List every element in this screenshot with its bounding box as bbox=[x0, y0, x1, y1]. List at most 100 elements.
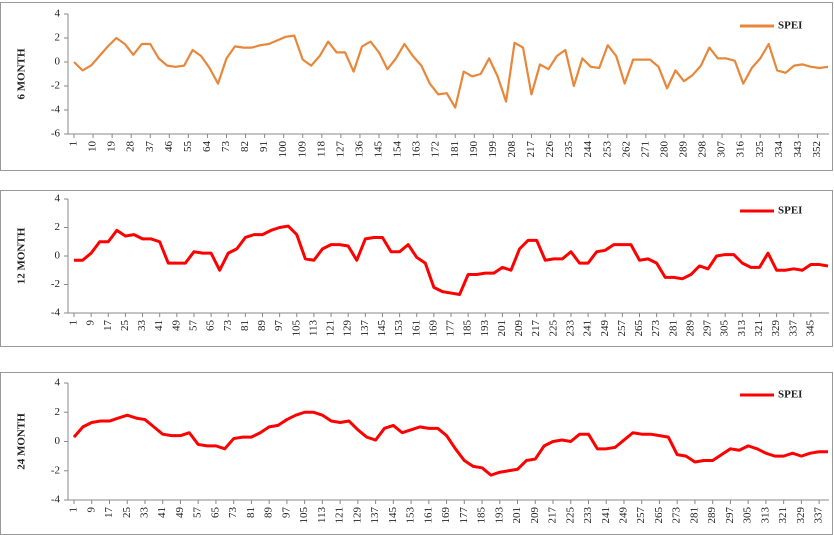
y-tick-label: 4 bbox=[55, 377, 61, 389]
x-tick-label: 105 bbox=[290, 320, 302, 337]
y-tick-label: -2 bbox=[51, 278, 60, 290]
y-tick-label: 0 bbox=[55, 435, 61, 447]
x-tick-label: 329 bbox=[795, 507, 807, 524]
x-tick-label: 89 bbox=[263, 507, 275, 519]
x-tick-label: 209 bbox=[529, 507, 541, 524]
x-tick-label: 97 bbox=[273, 320, 285, 332]
x-tick-label: 73 bbox=[220, 141, 232, 153]
x-tick-label: 73 bbox=[222, 320, 234, 332]
x-tick-label: 145 bbox=[373, 141, 385, 158]
x-tick-label: 153 bbox=[393, 320, 405, 337]
x-tick-label: 217 bbox=[530, 320, 542, 337]
y-tick-label: -6 bbox=[51, 128, 61, 140]
x-tick-label: 55 bbox=[182, 141, 194, 153]
x-tick-label: 249 bbox=[599, 320, 611, 337]
x-tick-label: 19 bbox=[106, 141, 118, 153]
x-tick-label: 100 bbox=[277, 141, 289, 158]
x-tick-label: 41 bbox=[156, 507, 168, 518]
x-tick-label: 217 bbox=[525, 141, 537, 158]
x-tick-label: 273 bbox=[671, 507, 683, 524]
x-tick-label: 81 bbox=[239, 320, 251, 331]
x-tick-label: 89 bbox=[256, 320, 268, 332]
x-tick-label: 217 bbox=[547, 507, 559, 524]
x-tick-label: 73 bbox=[227, 507, 239, 519]
x-tick-label: 153 bbox=[405, 507, 417, 524]
x-tick-label: 41 bbox=[153, 320, 165, 331]
panel-frame bbox=[0, 2, 833, 171]
x-tick-label: 235 bbox=[563, 141, 575, 158]
legend-label: SPEI bbox=[778, 389, 802, 401]
x-tick-label: 163 bbox=[411, 141, 423, 158]
x-tick-label: 121 bbox=[325, 320, 337, 337]
x-tick-label: 329 bbox=[770, 320, 782, 337]
x-tick-label: 262 bbox=[620, 141, 632, 158]
x-tick-label: 65 bbox=[209, 507, 221, 519]
x-tick-label: 289 bbox=[706, 507, 718, 524]
x-tick-label: 64 bbox=[201, 141, 213, 153]
x-tick-label: 241 bbox=[600, 507, 612, 524]
x-tick-label: 201 bbox=[511, 507, 523, 524]
x-tick-label: 169 bbox=[440, 507, 452, 524]
x-tick-label: 325 bbox=[754, 141, 766, 158]
x-tick-label: 118 bbox=[315, 141, 327, 158]
x-tick-label: 33 bbox=[136, 320, 148, 332]
x-tick-label: 249 bbox=[618, 507, 630, 524]
data-line bbox=[72, 410, 828, 477]
x-tick-label: 208 bbox=[506, 141, 518, 158]
x-tick-label: 145 bbox=[376, 320, 388, 337]
y-tick-label: 0 bbox=[55, 250, 61, 262]
y-tick-label: -4 bbox=[51, 307, 61, 319]
x-tick-label: 91 bbox=[258, 141, 270, 152]
data-line bbox=[74, 224, 829, 296]
x-tick-label: 177 bbox=[445, 320, 457, 337]
x-tick-label: 281 bbox=[667, 320, 679, 337]
legend-label: SPEI bbox=[778, 205, 802, 217]
data-line bbox=[73, 34, 829, 109]
x-tick-label: 201 bbox=[496, 320, 508, 337]
x-tick-label: 25 bbox=[119, 320, 131, 332]
x-tick-label: 321 bbox=[753, 320, 765, 337]
x-tick-label: 10 bbox=[87, 141, 99, 153]
x-tick-label: 57 bbox=[192, 507, 204, 519]
x-tick-label: 185 bbox=[476, 507, 488, 524]
x-tick-label: 17 bbox=[102, 320, 114, 332]
x-tick-label: 82 bbox=[239, 141, 251, 152]
x-tick-label: 105 bbox=[298, 507, 310, 524]
x-tick-label: 190 bbox=[468, 141, 480, 158]
y-tick-label: -4 bbox=[51, 494, 61, 506]
x-tick-label: 169 bbox=[427, 320, 439, 337]
x-tick-label: 257 bbox=[635, 507, 647, 524]
x-tick-label: 137 bbox=[359, 320, 371, 337]
x-tick-label: 193 bbox=[493, 507, 505, 524]
x-tick-label: 307 bbox=[716, 141, 728, 158]
y-tick-label: 4 bbox=[55, 8, 61, 20]
x-tick-label: 244 bbox=[582, 141, 594, 158]
x-tick-label: 313 bbox=[736, 320, 748, 337]
x-tick-label: 81 bbox=[245, 507, 257, 518]
x-tick-label: 265 bbox=[633, 320, 645, 337]
y-axis-label: 24 MONTH bbox=[16, 413, 28, 470]
x-tick-label: 273 bbox=[650, 320, 662, 337]
x-tick-label: 129 bbox=[351, 507, 363, 524]
y-tick-label: -2 bbox=[51, 464, 60, 476]
x-tick-label: 334 bbox=[773, 141, 785, 158]
x-tick-label: 298 bbox=[697, 141, 709, 158]
x-tick-label: 257 bbox=[616, 320, 628, 337]
y-tick-label: -4 bbox=[51, 104, 61, 116]
x-tick-label: 305 bbox=[742, 507, 754, 524]
x-tick-label: 113 bbox=[307, 320, 319, 337]
x-tick-label: 137 bbox=[369, 507, 381, 524]
panel-frame bbox=[0, 190, 833, 347]
x-tick-label: 185 bbox=[462, 320, 474, 337]
x-tick-label: 181 bbox=[449, 141, 461, 158]
x-tick-label: 343 bbox=[792, 141, 804, 158]
x-tick-label: 1 bbox=[68, 141, 80, 147]
y-tick-label: 2 bbox=[55, 32, 61, 44]
x-tick-label: 233 bbox=[564, 320, 576, 337]
y-axis-label: 12 MONTH bbox=[16, 227, 28, 284]
y-tick-label: 4 bbox=[55, 193, 61, 205]
x-tick-label: 121 bbox=[334, 507, 346, 524]
x-tick-label: 193 bbox=[479, 320, 491, 337]
